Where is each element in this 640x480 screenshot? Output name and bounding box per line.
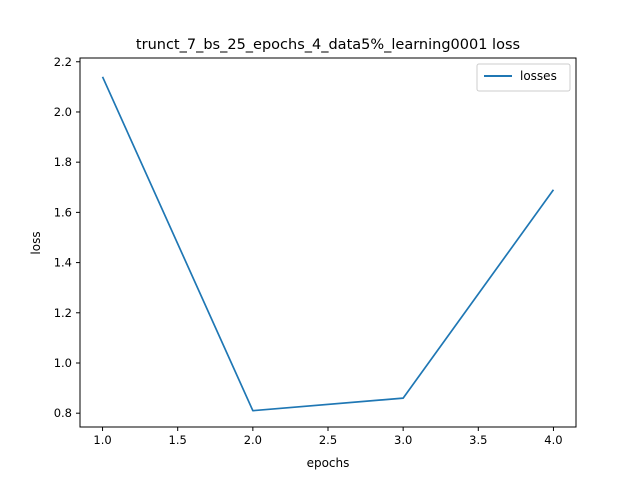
y-tick-label: 1.2 — [54, 306, 72, 320]
series-layer — [101, 76, 555, 412]
legend: losses — [476, 63, 571, 92]
legend-label-losses: losses — [520, 69, 557, 83]
x-tick-label: 1.0 — [93, 433, 111, 447]
legend-box — [476, 63, 571, 92]
y-axis-label: loss — [29, 231, 43, 254]
x-axis-ticks: 1.0 1.5 2.0 2.5 3.0 3.5 4.0 — [93, 427, 563, 447]
x-tick-label: 3.5 — [469, 433, 487, 447]
y-tick-label: 2.0 — [54, 105, 72, 119]
x-tick-label: 1.5 — [169, 433, 187, 447]
y-axis-ticks: 0.8 1.0 1.2 1.4 1.6 1.8 2.0 2.2 — [54, 55, 80, 420]
y-tick-label: 1.8 — [54, 155, 72, 169]
x-axis-label: epochs — [307, 456, 350, 470]
x-tick-label: 3.0 — [394, 433, 412, 447]
y-tick-label: 1.0 — [54, 356, 72, 370]
y-tick-label: 1.4 — [54, 256, 72, 270]
chart-title: trunct_7_bs_25_epochs_4_data5%_learning0… — [136, 37, 520, 53]
x-tick-label: 4.0 — [544, 433, 562, 447]
x-tick-label: 2.5 — [319, 433, 337, 447]
y-tick-label: 0.8 — [54, 406, 72, 420]
x-tick-label: 2.0 — [244, 433, 262, 447]
plot-area: 1.0 1.5 2.0 2.5 3.0 3.5 4.0 0.8 1.0 1.2 1.4 1.6 1.8… — [54, 55, 577, 447]
y-tick-label: 1.6 — [54, 205, 72, 219]
series-line-losses — [101, 76, 555, 412]
y-tick-label: 2.2 — [54, 55, 72, 69]
